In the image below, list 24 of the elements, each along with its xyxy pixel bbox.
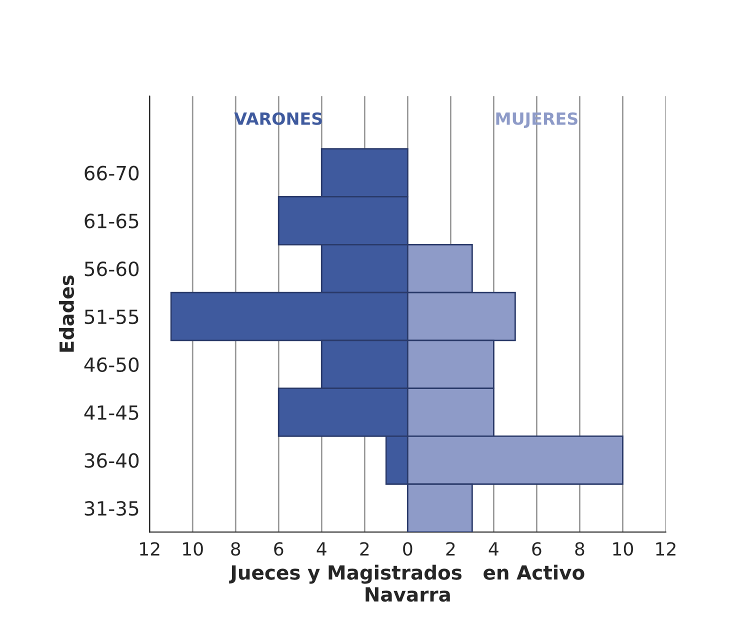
y-tick-label: 41-45 <box>84 405 138 420</box>
x-tick-label: 8 <box>231 542 240 556</box>
y-tick-label: 46-50 <box>84 357 139 372</box>
x-tick-label: 12 <box>656 542 676 556</box>
x-tick-label: 2 <box>446 542 455 556</box>
x-tick-label: 12 <box>140 542 160 556</box>
y-tick-label: 31-35 <box>84 501 138 516</box>
x-tick-label: 10 <box>613 542 633 556</box>
y-tick-label: 51-55 <box>84 310 138 324</box>
y-tick-label: 61-65 <box>84 214 138 228</box>
x-axis-title: Jueces y Magistrados en Activo Navarra <box>229 564 584 602</box>
x-tick-label: 0 <box>403 542 412 556</box>
y-tick-label: 36-40 <box>84 453 139 468</box>
x-tick-label: 4 <box>488 542 498 556</box>
y-tick-label: 66-70 <box>84 166 139 180</box>
x-tick-label: 2 <box>360 542 369 556</box>
y-axis-title: Edades <box>59 276 74 352</box>
x-tick-label: 8 <box>575 542 584 556</box>
x-tick-label: 6 <box>532 542 542 556</box>
x-tick-label: 10 <box>183 542 203 556</box>
x-tick-label: 4 <box>316 542 326 556</box>
series-label: VARONES <box>234 112 322 125</box>
y-tick-label: 56-60 <box>84 262 139 276</box>
x-tick-label: 6 <box>274 542 284 556</box>
